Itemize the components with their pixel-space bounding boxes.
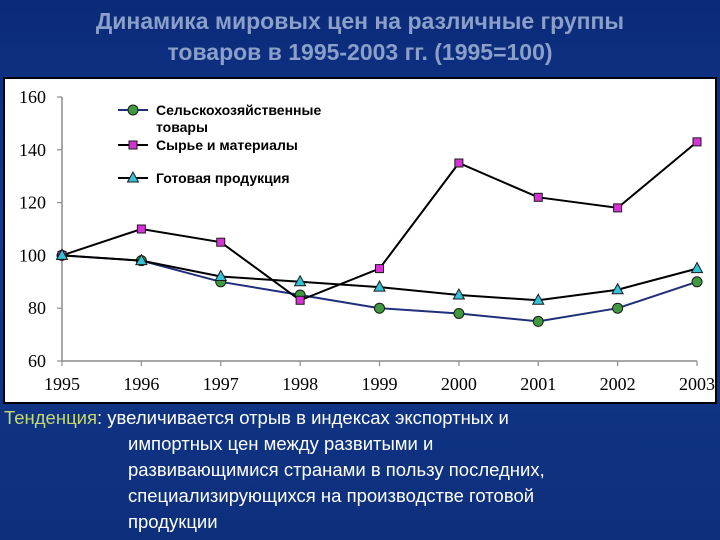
legend-label-3: Готовая продукция bbox=[156, 170, 290, 186]
x-tick-label: 2003 bbox=[679, 374, 715, 394]
x-tick-label: 2000 bbox=[441, 374, 477, 394]
series-3-point bbox=[452, 287, 466, 300]
series-1-point bbox=[374, 302, 385, 314]
slide-title-line-2: товаров в 1995-2003 гг. (1995=100) bbox=[167, 39, 553, 65]
series-2-point bbox=[613, 203, 623, 213]
y-tick-label: 140 bbox=[19, 140, 46, 160]
trend-text-line-3: развивающимися странами в пользу последн… bbox=[128, 459, 545, 480]
series-2-point bbox=[692, 137, 702, 147]
series-3-point bbox=[373, 280, 386, 292]
series-3-point bbox=[531, 293, 545, 305]
y-tick-label: 160 bbox=[19, 87, 46, 107]
trend-line-1: Тенденция: увеличивается отрыв в индекса… bbox=[4, 405, 704, 431]
legend-label-1: Сельскохозяйственные bbox=[156, 102, 321, 118]
series-3-point bbox=[293, 274, 307, 287]
x-tick-label: 1995 bbox=[44, 374, 80, 394]
series-3-point bbox=[135, 253, 148, 266]
trend-label: Тенденция bbox=[4, 407, 98, 428]
legend-label-2: Сырье и материалы bbox=[156, 137, 298, 153]
series-2-point bbox=[375, 264, 384, 274]
x-tick-label: 2001 bbox=[520, 374, 556, 394]
series-2-point bbox=[533, 192, 543, 202]
chart-frame: 60 80 100 120 140 160 1995 1996 1997 1998 1999 2000… bbox=[3, 77, 717, 404]
y-tick-label: 100 bbox=[19, 245, 46, 265]
y-tick-label: 80 bbox=[28, 298, 46, 318]
series-1-point bbox=[612, 302, 624, 314]
series-2-point bbox=[216, 237, 226, 247]
legend-marker-3 bbox=[126, 170, 140, 183]
series-2-point bbox=[454, 158, 464, 168]
trend-text-line-2: импортных цен между развитыми и bbox=[128, 433, 434, 454]
series-2-point bbox=[136, 224, 146, 234]
trend-text-line-5: продукции bbox=[128, 511, 218, 532]
series-3-point bbox=[214, 269, 228, 282]
x-tick-label: 1996 bbox=[123, 374, 159, 394]
slide-title-line-1: Динамика мировых цен на различные группы bbox=[95, 8, 625, 34]
series-3-point bbox=[611, 282, 624, 295]
x-tick-label: 1998 bbox=[282, 374, 318, 394]
series-line-2 bbox=[61, 141, 698, 302]
x-tick-label: 2002 bbox=[600, 374, 636, 394]
legend-label-1-cont: товары bbox=[156, 119, 208, 135]
line-chart: 60 80 100 120 140 160 1995 1996 1997 1998 1999 2000… bbox=[19, 87, 715, 394]
x-tick-label: 1999 bbox=[362, 374, 398, 394]
series-line-3 bbox=[61, 254, 698, 302]
series-1-point bbox=[691, 276, 703, 288]
trend-text-line-4: специализирующихся на производстве готов… bbox=[128, 485, 535, 506]
legend-marker-1 bbox=[127, 104, 139, 116]
series-3-point bbox=[690, 261, 704, 274]
x-tick-label: 1997 bbox=[203, 374, 239, 394]
series-1-point bbox=[532, 315, 544, 327]
y-tick-label: 120 bbox=[19, 193, 46, 213]
series-1-point bbox=[453, 307, 465, 319]
legend-marker-2 bbox=[128, 140, 138, 150]
trend-text-line-1: : увеличивается отрыв в индексах экспорт… bbox=[97, 407, 509, 428]
series-2-point bbox=[295, 295, 305, 305]
y-tick-label: 60 bbox=[28, 351, 46, 371]
trend-text: Тенденция: увеличивается отрыв в индекса… bbox=[4, 405, 704, 535]
slide-title: Динамика мировых цен на различные группы… bbox=[0, 6, 720, 68]
series-3-point bbox=[55, 248, 69, 260]
